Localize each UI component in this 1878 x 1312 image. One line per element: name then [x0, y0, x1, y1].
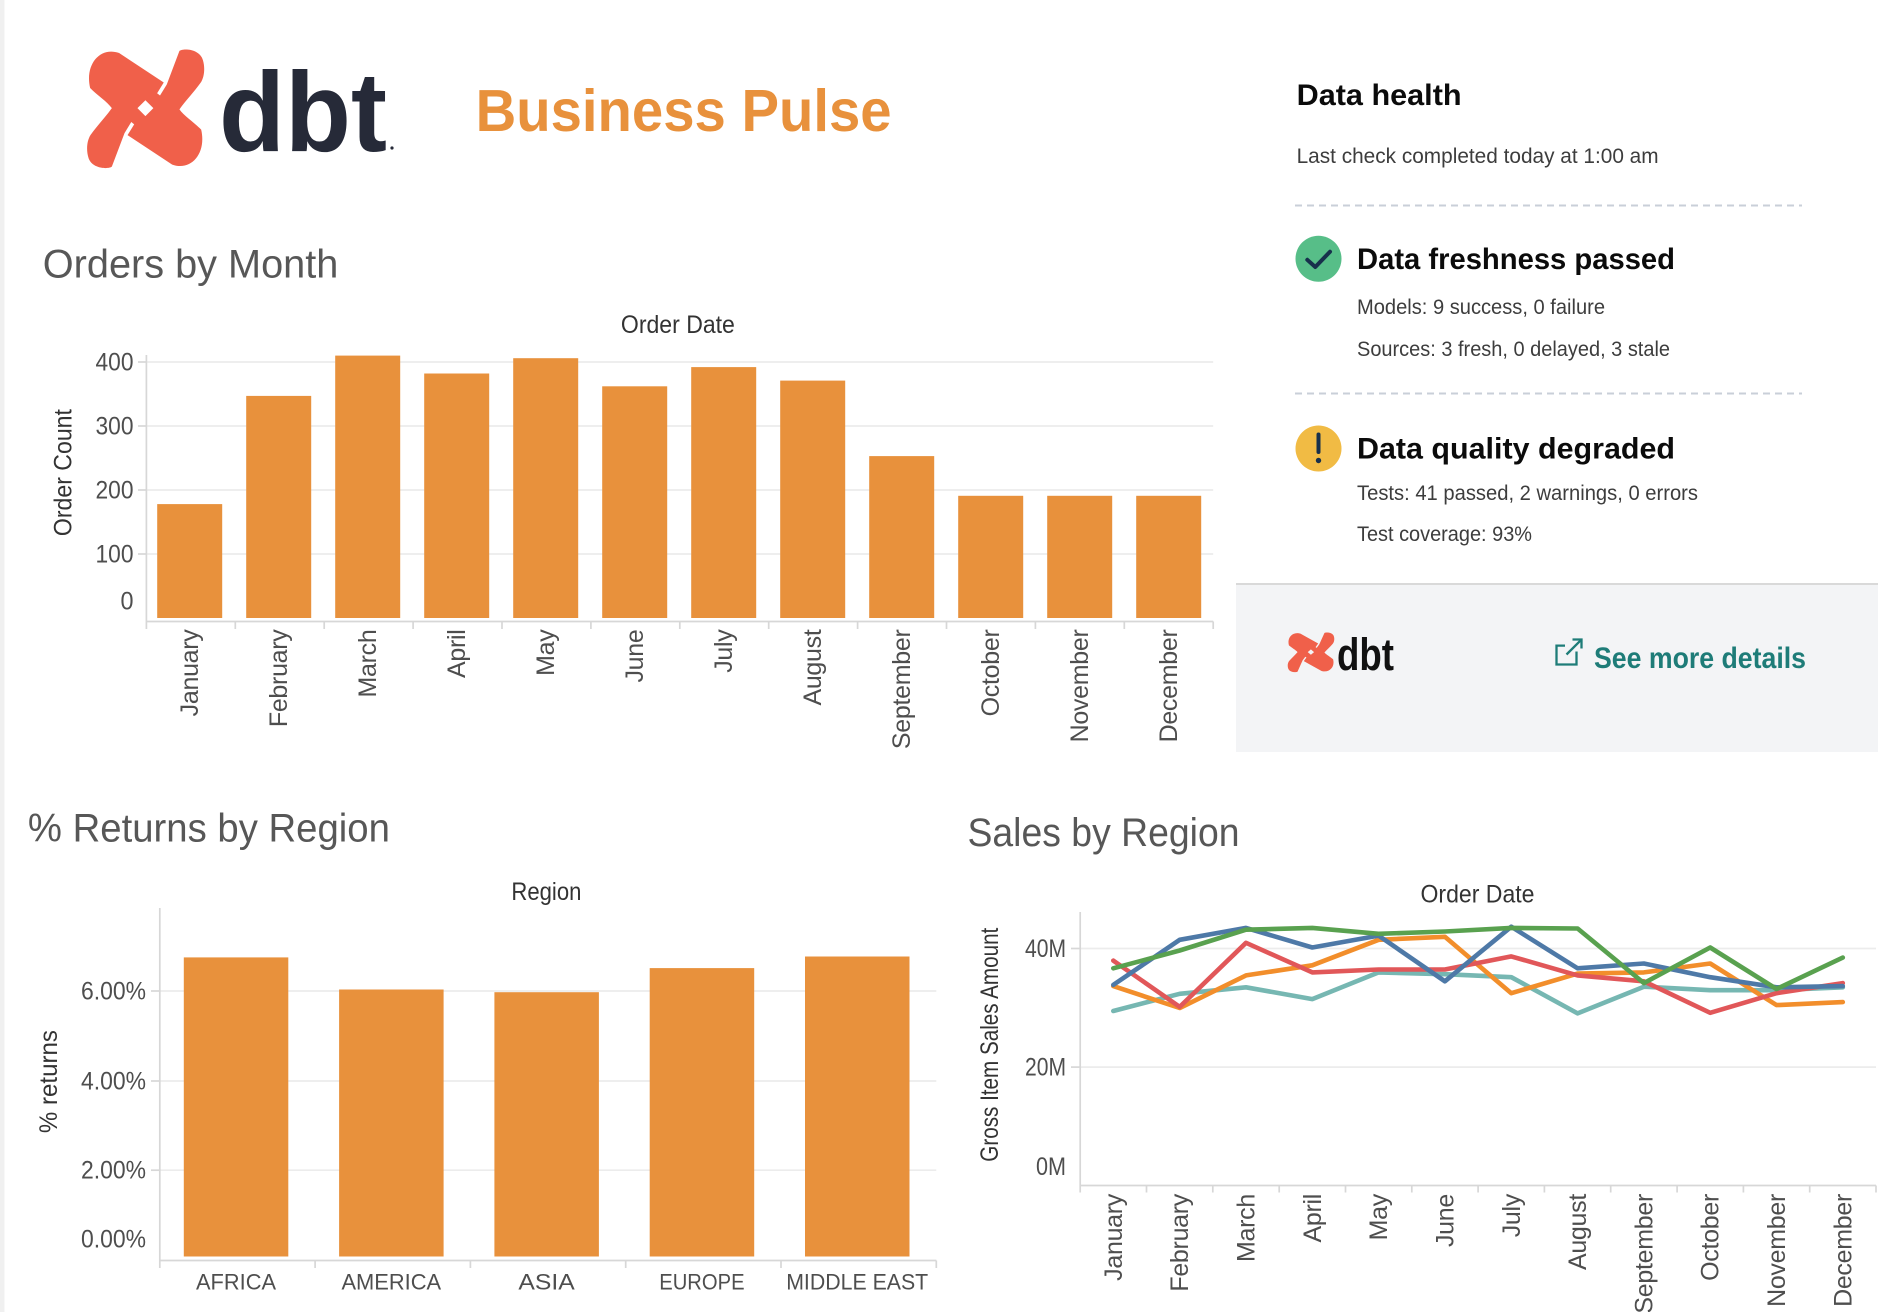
svg-text:200: 200	[96, 477, 134, 505]
svg-text:July: July	[1498, 1193, 1526, 1237]
svg-text:Orders by Month: Orders by Month	[43, 243, 339, 287]
svg-text:300: 300	[96, 413, 134, 441]
svg-text:November: November	[1066, 630, 1094, 743]
svg-text:June: June	[621, 630, 649, 683]
svg-text:2.00%: 2.00%	[81, 1157, 146, 1185]
svg-text:Sales by Region: Sales by Region	[968, 811, 1240, 855]
svg-text:Business Pulse: Business Pulse	[476, 78, 892, 144]
svg-text:0: 0	[121, 588, 134, 616]
svg-text:May: May	[532, 629, 560, 676]
svg-text:0.00%: 0.00%	[81, 1226, 146, 1254]
svg-text:20M: 20M	[1025, 1054, 1066, 1082]
svg-text:March: March	[354, 630, 382, 698]
svg-text:6.00%: 6.00%	[81, 978, 146, 1006]
svg-text:November: November	[1763, 1194, 1791, 1307]
svg-text:January: January	[1100, 1193, 1128, 1281]
svg-text:Last check completed today at: Last check completed today at 1:00 am	[1297, 145, 1659, 168]
svg-text:100: 100	[96, 541, 134, 569]
svg-text:Models: 9 success, 0 failure: Models: 9 success, 0 failure	[1357, 296, 1605, 319]
svg-text:April: April	[443, 630, 471, 679]
svg-text:September: September	[888, 630, 916, 750]
svg-text:July: July	[710, 629, 738, 673]
svg-text:Region: Region	[511, 878, 581, 906]
svg-text:AFRICA: AFRICA	[196, 1270, 277, 1295]
svg-text:dbt: dbt	[1337, 629, 1394, 680]
svg-text:Order Date: Order Date	[1421, 881, 1535, 909]
svg-text:Tests: 41 passed, 2 warnings,: Tests: 41 passed, 2 warnings, 0 errors	[1357, 482, 1698, 505]
svg-text:Test coverage: 93%: Test coverage: 93%	[1357, 523, 1532, 546]
svg-text:MIDDLE EAST: MIDDLE EAST	[786, 1270, 928, 1295]
svg-text:AMERICA: AMERICA	[341, 1270, 442, 1295]
svg-text:December: December	[1829, 1194, 1857, 1307]
svg-text:Data quality degraded: Data quality degraded	[1357, 433, 1675, 466]
svg-text:Gross Item Sales Amount: Gross Item Sales Amount	[976, 928, 1004, 1162]
svg-text:Order Count: Order Count	[50, 409, 78, 536]
svg-text:October: October	[1697, 1194, 1725, 1281]
svg-text:June: June	[1431, 1194, 1459, 1247]
svg-text:Data health: Data health	[1297, 79, 1462, 112]
svg-text:Sources: 3 fresh, 0 delayed, 3: Sources: 3 fresh, 0 delayed, 3 stale	[1357, 338, 1670, 361]
svg-text:December: December	[1155, 630, 1183, 743]
svg-text:40M: 40M	[1025, 935, 1066, 963]
svg-text:% Returns by Region: % Returns by Region	[28, 807, 390, 851]
svg-text:EUROPE: EUROPE	[659, 1270, 744, 1295]
svg-text:4.00%: 4.00%	[81, 1068, 146, 1096]
svg-text:April: April	[1299, 1194, 1327, 1243]
svg-text:dbt: dbt	[219, 49, 387, 175]
svg-text:Data freshness passed: Data freshness passed	[1357, 243, 1675, 276]
svg-text:Order Date: Order Date	[621, 311, 735, 339]
svg-text:February: February	[1166, 1193, 1194, 1291]
svg-text:February: February	[265, 629, 293, 727]
svg-text:January: January	[176, 629, 204, 717]
svg-text:See more details: See more details	[1594, 642, 1806, 675]
svg-text:March: March	[1233, 1194, 1261, 1262]
svg-text:0M: 0M	[1036, 1153, 1066, 1181]
svg-text:August: August	[799, 629, 827, 705]
svg-text:May: May	[1365, 1193, 1393, 1240]
svg-text:September: September	[1630, 1194, 1658, 1312]
svg-text:August: August	[1564, 1194, 1592, 1270]
svg-text:% returns: % returns	[35, 1030, 63, 1133]
svg-text:October: October	[977, 630, 1005, 717]
svg-text:ASIA: ASIA	[518, 1270, 575, 1295]
svg-text:400: 400	[96, 349, 134, 377]
